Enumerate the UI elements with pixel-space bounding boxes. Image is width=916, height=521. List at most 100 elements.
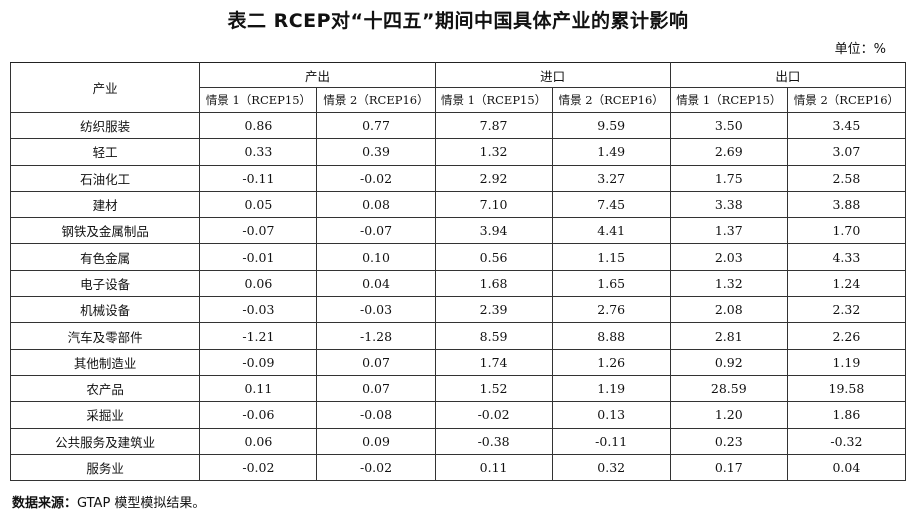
value-cell: 2.26 <box>786 322 907 350</box>
value-cell: -0.02 <box>316 453 436 482</box>
value-cell: 9.59 <box>551 111 671 140</box>
value-cell: 2.69 <box>669 138 788 166</box>
value-cell: 28.59 <box>669 374 788 403</box>
value-cell: 1.75 <box>669 164 788 192</box>
industry-cell: 其他制造业 <box>9 348 201 376</box>
value-cell: -1.28 <box>316 322 436 350</box>
subheader-import-s1: 情景 1（RCEP15） <box>434 87 553 113</box>
value-cell: 0.33 <box>199 138 318 166</box>
group-header-import: 进口 <box>434 62 671 88</box>
value-cell: 0.06 <box>199 269 318 298</box>
value-cell: -1.21 <box>199 322 318 350</box>
industry-cell: 采掘业 <box>9 401 201 429</box>
value-cell: -0.02 <box>434 401 553 429</box>
table-row: 有色金属 -0.01 0.10 0.56 1.15 2.03 4.33 <box>9 243 907 271</box>
value-cell: 3.27 <box>551 164 671 192</box>
value-cell: 1.24 <box>786 269 907 298</box>
industry-cell: 石油化工 <box>9 164 201 192</box>
value-cell: -0.02 <box>316 164 436 192</box>
table-row: 机械设备 -0.03 -0.03 2.39 2.76 2.08 2.32 <box>9 296 907 324</box>
value-cell: 2.32 <box>786 296 907 324</box>
table-row: 电子设备 0.06 0.04 1.68 1.65 1.32 1.24 <box>9 269 907 298</box>
industry-cell: 钢铁及金属制品 <box>9 217 201 245</box>
value-cell: 0.04 <box>316 269 436 298</box>
value-cell: 2.81 <box>669 322 788 350</box>
value-cell: 0.05 <box>199 190 318 219</box>
value-cell: 2.08 <box>669 296 788 324</box>
subheader-output-s1: 情景 1（RCEP15） <box>199 87 318 113</box>
value-cell: 1.26 <box>551 348 671 376</box>
value-cell: 1.49 <box>551 138 671 166</box>
value-cell: 19.58 <box>786 374 907 403</box>
value-cell: -0.32 <box>786 427 907 455</box>
value-cell: 0.56 <box>434 243 553 271</box>
value-cell: 1.37 <box>669 217 788 245</box>
value-cell: -0.11 <box>551 427 671 455</box>
industry-cell: 电子设备 <box>9 269 201 298</box>
table-row: 服务业 -0.02 -0.02 0.11 0.32 0.17 0.04 <box>9 453 907 482</box>
table-row: 汽车及零部件 -1.21 -1.28 8.59 8.88 2.81 2.26 <box>9 322 907 350</box>
industry-cell: 农产品 <box>9 374 201 403</box>
value-cell: 0.06 <box>199 427 318 455</box>
value-cell: 0.17 <box>669 453 788 482</box>
value-cell: -0.06 <box>199 401 318 429</box>
value-cell: 0.10 <box>316 243 436 271</box>
table-row: 轻工 0.33 0.39 1.32 1.49 2.69 3.07 <box>9 138 907 166</box>
value-cell: 0.13 <box>551 401 671 429</box>
value-cell: 1.19 <box>786 348 907 376</box>
value-cell: -0.02 <box>199 453 318 482</box>
value-cell: 3.94 <box>434 217 553 245</box>
subheader-export-s2: 情景 2（RCEP16） <box>786 87 907 113</box>
value-cell: 1.52 <box>434 374 553 403</box>
value-cell: 3.07 <box>786 138 907 166</box>
subheader-output-s2: 情景 2（RCEP16） <box>316 87 436 113</box>
table-row: 石油化工 -0.11 -0.02 2.92 3.27 1.75 2.58 <box>9 164 907 192</box>
source-note: 数据来源：GTAP 模型模拟结果。 <box>12 492 205 511</box>
industry-cell: 机械设备 <box>9 296 201 324</box>
table-title: 表二 RCEP对“十四五”期间中国具体产业的累计影响 <box>227 10 689 32</box>
table-row: 其他制造业 -0.09 0.07 1.74 1.26 0.92 1.19 <box>9 348 907 376</box>
group-header-output: 产出 <box>199 62 436 88</box>
table-body: 纺织服装 0.86 0.77 7.87 9.59 3.50 3.45 轻工 0.33 0.39 1.… <box>9 111 907 482</box>
value-cell: 0.11 <box>434 453 553 482</box>
value-cell: 2.92 <box>434 164 553 192</box>
table-row: 钢铁及金属制品 -0.07 -0.07 3.94 4.41 1.37 1.70 <box>9 217 907 245</box>
value-cell: -0.07 <box>199 217 318 245</box>
value-cell: -0.01 <box>199 243 318 271</box>
industry-cell: 轻工 <box>9 138 201 166</box>
value-cell: 0.86 <box>199 111 318 140</box>
value-cell: -0.03 <box>316 296 436 324</box>
subheader-export-s1: 情景 1（RCEP15） <box>669 87 788 113</box>
value-cell: 3.88 <box>786 190 907 219</box>
industry-cell: 纺织服装 <box>9 111 201 140</box>
table-row: 纺织服装 0.86 0.77 7.87 9.59 3.50 3.45 <box>9 111 907 140</box>
value-cell: 1.32 <box>669 269 788 298</box>
value-cell: 2.76 <box>551 296 671 324</box>
value-cell: 0.77 <box>316 111 436 140</box>
value-cell: 8.59 <box>434 322 553 350</box>
value-cell: 1.65 <box>551 269 671 298</box>
value-cell: -0.09 <box>199 348 318 376</box>
value-cell: -0.11 <box>199 164 318 192</box>
subheader-import-s2: 情景 2（RCEP16） <box>551 87 671 113</box>
value-cell: 0.07 <box>316 348 436 376</box>
value-cell: 1.70 <box>786 217 907 245</box>
value-cell: 2.58 <box>786 164 907 192</box>
industry-cell: 有色金属 <box>9 243 201 271</box>
value-cell: -0.38 <box>434 427 553 455</box>
impact-table: 产业 产出 进口 出口 情景 1（RCEP15） 情景 2（RCEP16） 情景… <box>9 62 907 482</box>
unit-label: 单位：% <box>834 42 886 57</box>
value-cell: -0.03 <box>199 296 318 324</box>
value-cell: 0.32 <box>551 453 671 482</box>
value-cell: 2.39 <box>434 296 553 324</box>
value-cell: -0.08 <box>316 401 436 429</box>
value-cell: 0.09 <box>316 427 436 455</box>
value-cell: 0.07 <box>316 374 436 403</box>
value-cell: 3.45 <box>786 111 907 140</box>
source-label: 数据来源： <box>12 496 78 511</box>
value-cell: 1.15 <box>551 243 671 271</box>
value-cell: 8.88 <box>551 322 671 350</box>
table-row: 公共服务及建筑业 0.06 0.09 -0.38 -0.11 0.23 -0.32 <box>9 427 907 455</box>
industry-header: 产业 <box>9 62 201 113</box>
industry-cell: 公共服务及建筑业 <box>9 427 201 455</box>
